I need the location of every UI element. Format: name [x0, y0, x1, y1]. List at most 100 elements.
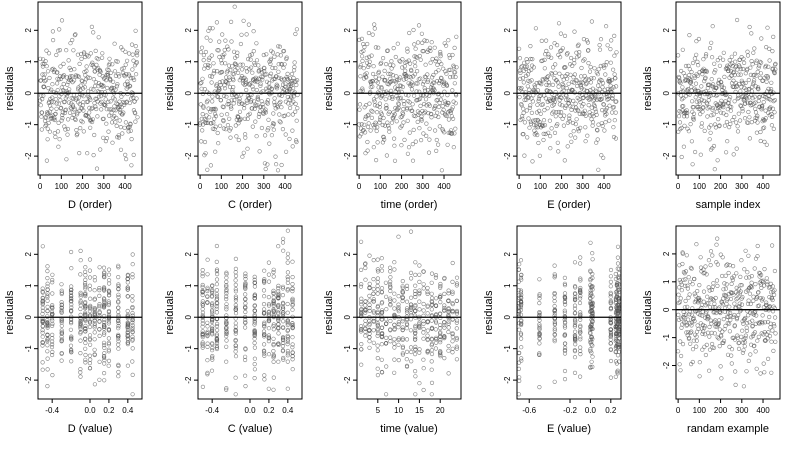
data-point — [756, 87, 761, 92]
x-tick-label: 0 — [198, 182, 203, 191]
data-point — [453, 126, 458, 131]
data-point — [694, 344, 699, 349]
data-point — [738, 283, 743, 288]
data-point — [40, 305, 45, 310]
y-tick-label: 0 — [503, 90, 512, 95]
data-point — [572, 322, 578, 328]
data-point — [564, 76, 570, 81]
data-point — [611, 125, 616, 130]
data-point — [417, 126, 422, 131]
data-point — [207, 55, 212, 60]
data-point — [552, 322, 558, 327]
data-point — [615, 353, 621, 358]
data-point — [764, 44, 769, 50]
y-tick-label: -1 — [662, 334, 671, 342]
data-point — [209, 74, 215, 79]
data-point — [739, 283, 744, 288]
data-point — [398, 75, 403, 80]
data-point — [379, 286, 385, 291]
data-point — [408, 75, 414, 80]
data-point — [407, 100, 412, 105]
data-point — [266, 117, 271, 122]
data-point — [771, 322, 776, 327]
data-point — [408, 106, 413, 111]
data-point — [205, 329, 210, 334]
data-point — [577, 49, 582, 55]
data-point — [68, 105, 73, 110]
data-point — [101, 285, 107, 290]
data-point — [101, 332, 107, 337]
data-point — [45, 309, 50, 314]
data-point — [760, 296, 765, 301]
data-point — [262, 268, 267, 273]
data-point — [421, 326, 426, 332]
data-point — [264, 79, 270, 84]
data-point — [252, 362, 257, 367]
data-point — [130, 275, 135, 280]
data-point — [694, 39, 699, 44]
data-point — [583, 81, 589, 87]
data-point — [425, 333, 430, 338]
data-point — [745, 100, 750, 105]
data-point — [740, 350, 746, 355]
data-point — [43, 78, 49, 83]
data-point — [115, 82, 120, 87]
data-point — [214, 345, 219, 350]
data-point — [702, 324, 708, 329]
data-point — [408, 345, 414, 350]
data-point — [125, 91, 130, 97]
data-point — [597, 42, 602, 48]
data-point — [723, 323, 728, 329]
data-point — [686, 330, 691, 335]
data-point — [686, 275, 691, 280]
data-point — [450, 279, 455, 285]
data-point — [251, 48, 256, 54]
x-tick-label: 0.4 — [122, 406, 134, 415]
y-tick-label: 1 — [343, 283, 352, 288]
x-tick-label: 100 — [374, 182, 388, 191]
data-point — [129, 137, 134, 142]
data-point — [286, 112, 291, 117]
data-point — [109, 107, 114, 112]
y-tick-label: 2 — [24, 252, 33, 257]
data-point — [214, 267, 220, 272]
data-point — [210, 326, 215, 331]
data-point — [40, 330, 45, 335]
data-point — [436, 68, 441, 73]
data-point — [125, 334, 130, 339]
data-point — [438, 49, 443, 55]
data-point — [285, 339, 290, 344]
data-point — [243, 281, 248, 286]
data-point — [429, 336, 434, 341]
data-point — [438, 338, 443, 343]
data-point — [578, 276, 583, 281]
data-point — [271, 387, 276, 392]
data-point — [609, 38, 614, 43]
data-point — [268, 73, 273, 79]
data-point — [218, 82, 223, 88]
data-point — [586, 102, 591, 108]
data-point — [613, 271, 618, 277]
data-point — [584, 76, 589, 81]
data-point — [729, 353, 734, 358]
data-point — [552, 275, 557, 280]
data-point — [541, 137, 546, 143]
data-point — [387, 129, 392, 134]
data-point — [125, 294, 130, 299]
data-point — [87, 257, 93, 262]
data-point — [602, 113, 608, 118]
x-tick-label: 300 — [576, 182, 590, 191]
data-point — [363, 329, 368, 334]
data-point — [116, 282, 121, 287]
data-point — [532, 122, 537, 128]
data-point — [772, 315, 778, 320]
data-point — [366, 30, 372, 36]
data-point — [266, 295, 272, 300]
data-point — [684, 108, 689, 113]
data-point — [562, 275, 568, 281]
data-point — [714, 85, 719, 90]
data-point — [227, 84, 233, 90]
data-point — [612, 33, 617, 39]
data-point — [766, 93, 771, 98]
data-point — [594, 127, 600, 132]
